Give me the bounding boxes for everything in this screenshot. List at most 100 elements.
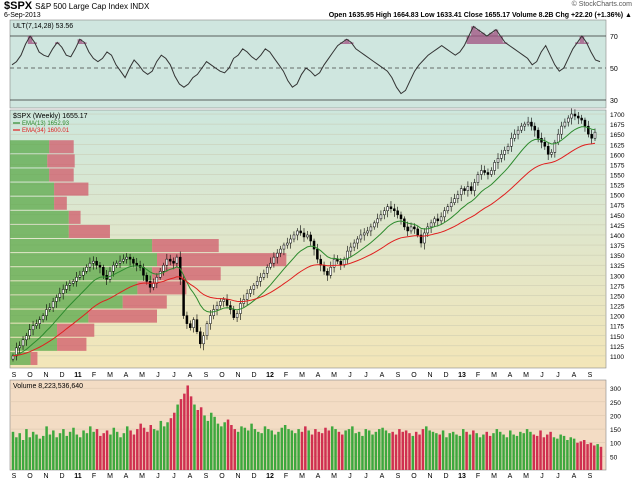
volume-bar [465,431,468,470]
candle [590,133,593,139]
price-tick-label: 1425 [610,223,625,230]
candle [500,154,503,159]
volume-bar [485,431,489,470]
candle [359,234,363,240]
volume-bar [569,437,573,470]
price-x-label: N [43,372,48,379]
volume-bar [310,434,314,470]
symbol: $SPX [4,0,33,12]
price-tick-label: 1200 [610,314,625,321]
candle [423,232,426,244]
volume-bar [149,425,153,470]
candle [61,289,65,294]
volume-bar [593,445,596,470]
candle [486,172,490,175]
price-x-label: J [348,372,352,379]
volume-bar [559,434,562,470]
volume-x-label: 13 [458,473,466,480]
price-x-label: A [124,372,129,379]
price-x-label: S [12,372,17,379]
candle [118,260,122,264]
candle [543,142,547,147]
candle [65,285,68,290]
price-tick-label: 1300 [610,273,625,280]
price-tick-label: 1500 [610,193,625,200]
volume-bar [263,426,267,470]
volume-bar [183,393,186,470]
volume-bar [260,433,263,470]
candle [416,228,419,236]
candle [309,234,312,242]
price-x-label: A [508,372,513,379]
volume-bar [414,431,418,470]
vbp-up-bar [10,196,55,210]
volume-x-label: J [556,473,560,480]
price-x-label: S [396,372,401,379]
ult-tick-label: 70 [610,34,618,41]
candle [212,309,215,316]
candle [289,238,292,244]
volume-bar [334,429,337,470]
vbp-up-bar [10,154,48,168]
candle [386,206,389,212]
volume-bar [418,434,421,470]
volume-bar [139,423,142,470]
candle [112,264,115,272]
volume-bar [25,429,28,470]
price-x-label: N [427,372,432,379]
candle [199,331,202,345]
volume-bar [257,431,260,470]
volume-bar [495,429,499,470]
volume-bar [384,430,388,470]
price-tick-label: 1350 [610,253,625,260]
volume-bar [105,430,109,470]
price-x-label: D [251,372,256,379]
volume-bar [102,433,105,470]
volume-label: Volume 8,223,536,640 [13,383,83,390]
volume-bar [320,433,324,470]
volume-bar [89,426,92,470]
candle [362,232,366,236]
candle [245,293,249,300]
candle [389,206,393,210]
volume-tick-label: 250 [610,400,621,407]
volume-bar [189,396,193,470]
candle [383,210,386,216]
vbp-down-bar [57,337,87,351]
volume-bar [65,435,69,470]
volume-bar [566,440,569,470]
price-x-label: S [588,372,593,379]
candle [269,262,272,268]
volume-bar [15,437,18,470]
vbp-down-bar [122,295,167,309]
volume-bar [488,435,492,470]
volume-bar [441,430,445,470]
candle [15,347,18,357]
candle [463,188,466,191]
volume-bar [230,425,233,470]
candle [556,133,560,143]
volume-bar [199,407,203,470]
volume-bar [599,446,603,470]
candle [316,248,319,260]
candle [560,125,563,135]
volume-bar [176,404,179,470]
price-x-label: M [491,372,497,379]
volume-bar [404,430,408,470]
price-x-label: D [443,372,448,379]
candle [459,188,463,195]
volume-bar [119,437,122,470]
legend-entry: EMA(13) 1652.93 [22,121,70,127]
volume-x-label: M [523,473,529,480]
candle [272,256,276,264]
volume-bar [330,426,334,470]
volume-bar [461,429,465,470]
price-x-label: F [284,372,288,379]
candle [71,281,75,284]
volume-bar [290,430,294,470]
price-tick-label: 1225 [610,304,625,311]
vbp-up-bar [10,182,55,196]
volume-bar [472,430,475,470]
volume-bar [270,430,273,470]
